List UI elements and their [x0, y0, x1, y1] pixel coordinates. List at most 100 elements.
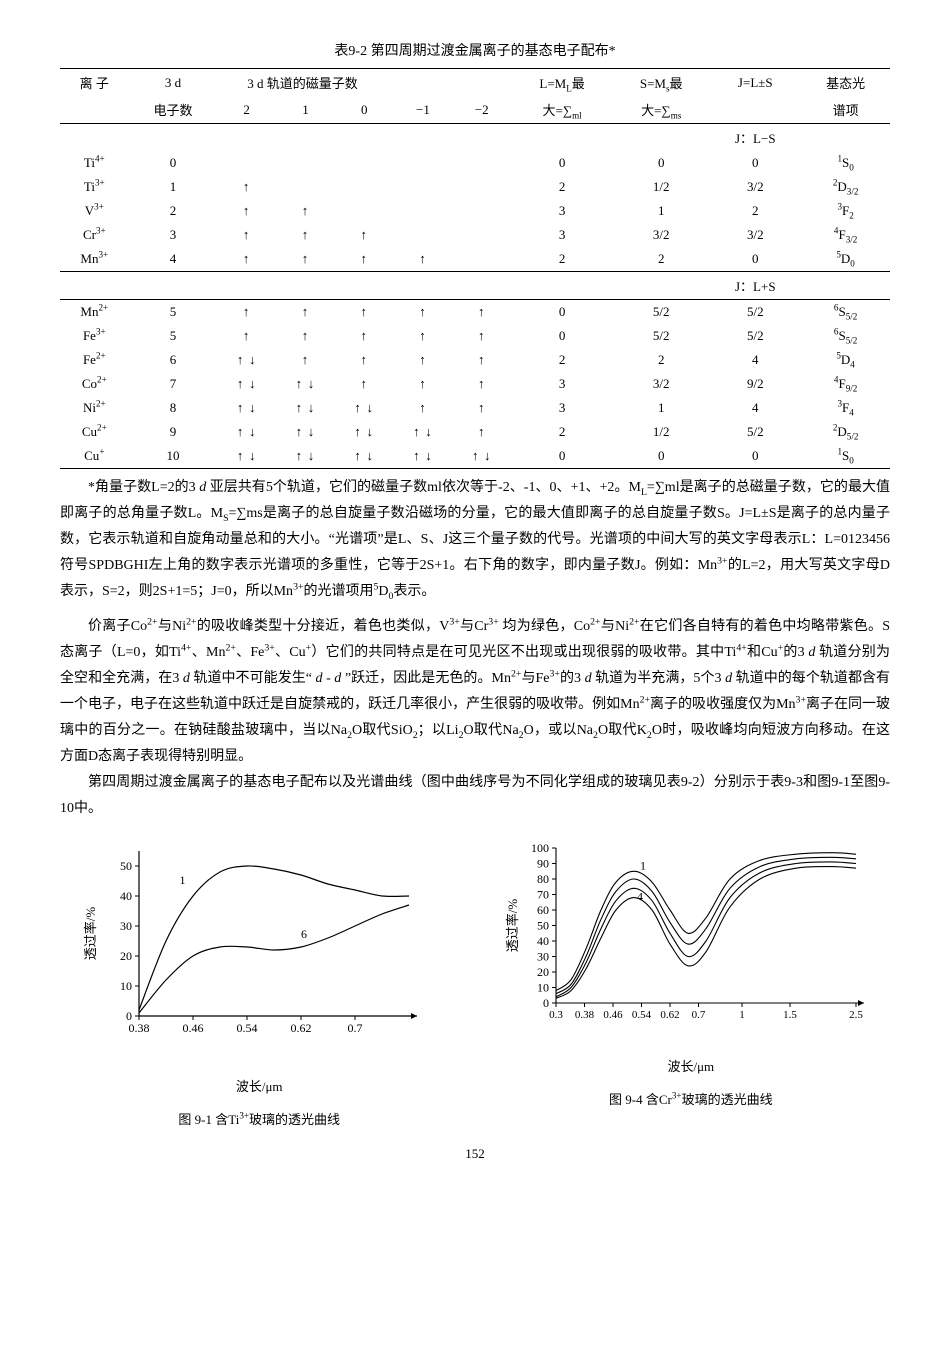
- th: 1: [276, 96, 335, 124]
- td: ↑ ↓: [276, 372, 335, 396]
- td: ↑: [394, 300, 453, 325]
- svg-text:90: 90: [537, 856, 549, 870]
- td: 9/2: [709, 372, 801, 396]
- table-row: Fe2+6↑ ↓↑↑↑↑2245D4: [60, 348, 890, 372]
- td: Cu+: [60, 444, 129, 469]
- td: 5/2: [709, 300, 801, 325]
- table-row: Co2+7↑ ↓↑ ↓↑↑↑33/29/24F9/2: [60, 372, 890, 396]
- td: ↑ ↓: [335, 420, 394, 444]
- fig2-chart: 01020304050607080901000.30.380.460.540.6…: [501, 836, 881, 1046]
- svg-text:4: 4: [637, 889, 643, 903]
- td: 4: [709, 348, 801, 372]
- svg-text:0.54: 0.54: [237, 1021, 258, 1035]
- td: 5/2: [613, 324, 709, 348]
- td: [217, 151, 276, 175]
- td: 0: [709, 444, 801, 469]
- td: 5: [129, 300, 218, 325]
- td: 0: [709, 151, 801, 175]
- td: 6S5/2: [801, 324, 890, 348]
- td: [613, 272, 709, 300]
- svg-text:30: 30: [120, 919, 132, 933]
- svg-text:10: 10: [537, 980, 549, 994]
- td: ↑: [394, 247, 453, 272]
- td: [394, 223, 453, 247]
- td: 4F3/2: [801, 223, 890, 247]
- td: 1S0: [801, 151, 890, 175]
- table-row: Fe3+5↑↑↑↑↑05/25/26S5/2: [60, 324, 890, 348]
- th: 谱项: [801, 96, 890, 124]
- td: [60, 272, 129, 300]
- svg-text:20: 20: [537, 965, 549, 979]
- td: 2: [511, 420, 613, 444]
- td: ↑: [335, 348, 394, 372]
- td: [452, 272, 511, 300]
- td: [335, 175, 394, 199]
- svg-text:60: 60: [537, 903, 549, 917]
- td: 3: [511, 223, 613, 247]
- td: ↑: [217, 247, 276, 272]
- td: 2: [613, 348, 709, 372]
- svg-text:2.5: 2.5: [849, 1009, 863, 1021]
- td: 3F2: [801, 199, 890, 223]
- td: ↑: [452, 420, 511, 444]
- td: 0: [511, 151, 613, 175]
- td: 2D3/2: [801, 175, 890, 199]
- svg-text:40: 40: [120, 889, 132, 903]
- svg-text:透过率/%: 透过率/%: [505, 898, 520, 952]
- body-text: 价离子Co2+与Ni2+的吸收峰类型十分接近，着色也类似，V3+与Cr3+ 均为…: [60, 614, 890, 821]
- td: ↑: [452, 372, 511, 396]
- td: 1: [613, 396, 709, 420]
- td: 1: [129, 175, 218, 199]
- td: [60, 124, 129, 152]
- th: −2: [452, 96, 511, 124]
- td: 0: [511, 324, 613, 348]
- td: Cu2+: [60, 420, 129, 444]
- td: [613, 124, 709, 152]
- td: 0: [511, 300, 613, 325]
- td: ↑: [452, 324, 511, 348]
- td: J：L+S: [709, 272, 801, 300]
- td: ↑ ↓: [217, 420, 276, 444]
- td: [452, 223, 511, 247]
- svg-text:40: 40: [537, 934, 549, 948]
- table-row: Mn2+5↑↑↑↑↑05/25/26S5/2: [60, 300, 890, 325]
- td: 8: [129, 396, 218, 420]
- td: 0: [511, 444, 613, 469]
- td: ↑: [276, 247, 335, 272]
- td: ↑: [452, 300, 511, 325]
- td: V3+: [60, 199, 129, 223]
- table-row: Cu2+9↑ ↓↑ ↓↑ ↓↑ ↓↑21/25/22D5/2: [60, 420, 890, 444]
- svg-text:0.3: 0.3: [549, 1009, 563, 1021]
- table-header-2: 电子数210−1−2大=∑ml大=∑ms谱项: [60, 96, 890, 124]
- td: 2: [129, 199, 218, 223]
- figure-9-4: 01020304050607080901000.30.380.460.540.6…: [492, 836, 890, 1128]
- svg-text:0.7: 0.7: [691, 1009, 705, 1021]
- fig1-caption: 图 9-1 含Ti3+玻璃的透光曲线: [60, 1109, 458, 1128]
- page-number: 152: [60, 1146, 890, 1162]
- svg-text:100: 100: [531, 841, 549, 855]
- table-title: 表9-2 第四周期过渡金属离子的基态电子配布*: [60, 40, 890, 60]
- td: ↑: [217, 223, 276, 247]
- svg-text:80: 80: [537, 872, 549, 886]
- svg-text:0.62: 0.62: [660, 1009, 679, 1021]
- td: 3: [511, 199, 613, 223]
- td: 5D4: [801, 348, 890, 372]
- td: 3: [129, 223, 218, 247]
- svg-text:0: 0: [543, 996, 549, 1010]
- td: [335, 199, 394, 223]
- th: L=ML最: [511, 69, 613, 97]
- td: Mn3+: [60, 247, 129, 272]
- td: ↑: [217, 300, 276, 325]
- td: ↑: [276, 348, 335, 372]
- fig1-chart: 010203040500.380.460.540.620.7透过率/%16: [79, 836, 439, 1066]
- table-row: Mn3+4↑↑↑↑2205D0: [60, 247, 890, 272]
- td: ↑: [335, 300, 394, 325]
- td: 3/2: [709, 175, 801, 199]
- td: ↑ ↓: [335, 444, 394, 469]
- td: [335, 124, 394, 152]
- td: ↑: [452, 348, 511, 372]
- rows-top: Ti4+00001S0Ti3+1↑21/23/22D3/2V3+2↑↑3123F…: [60, 151, 890, 272]
- td: Ti4+: [60, 151, 129, 175]
- td: 4: [129, 247, 218, 272]
- td: 2: [709, 199, 801, 223]
